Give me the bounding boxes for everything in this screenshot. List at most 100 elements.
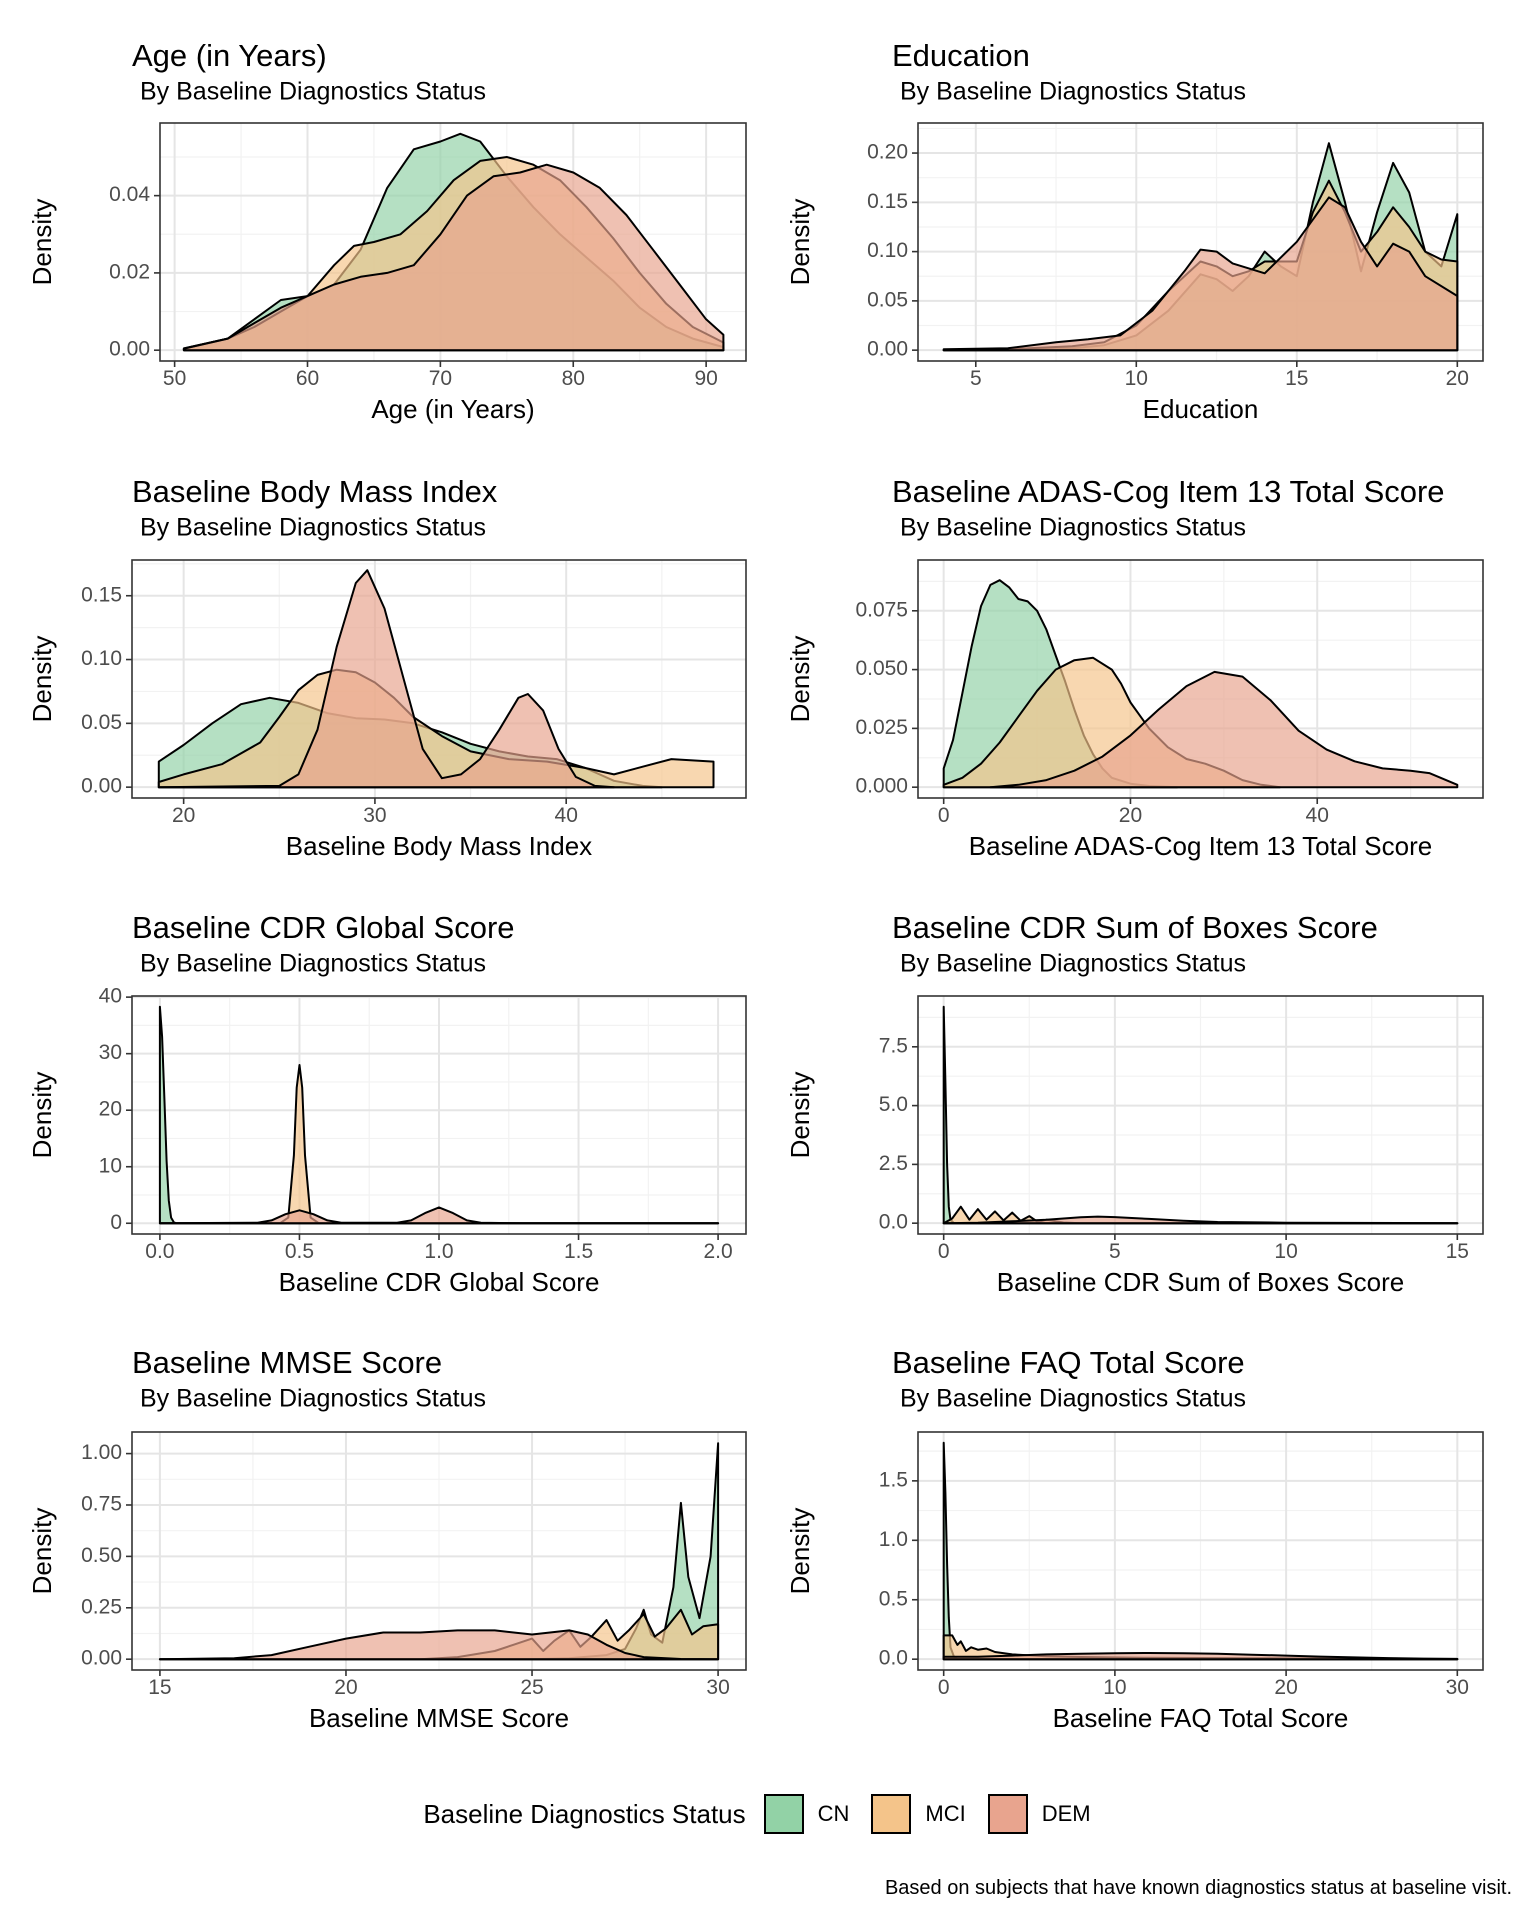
y-tick-label: 30 [99, 1041, 122, 1064]
y-tick-label: 0.50 [81, 1544, 122, 1567]
density-area-dem [157, 569, 615, 789]
y-axis-label: Density [27, 636, 57, 723]
y-tick-label: 0.075 [855, 598, 908, 621]
x-tick-label: 30 [706, 1676, 729, 1699]
chart-title: Baseline MMSE Score [132, 1345, 442, 1380]
chart-subtitle: By Baseline Diagnostics Status [140, 950, 486, 978]
y-tick-label: 0.20 [867, 141, 908, 164]
density-panel-5: Baseline CDR Global Score By Baseline Dia… [27, 910, 747, 1297]
y-axis-label: Density [785, 1072, 815, 1159]
x-tick-label: 0 [938, 1676, 950, 1699]
chart-title: Baseline CDR Sum of Boxes Score [892, 910, 1378, 945]
y-tick-label: 0.025 [855, 716, 908, 739]
y-tick-label: 0.02 [109, 260, 150, 283]
density-area-dem [942, 1215, 1459, 1225]
legend-item-cn: CN [763, 1794, 850, 1834]
density-panel-7: Baseline MMSE Score By Baseline Diagnosti… [27, 1345, 747, 1733]
x-tick-label: 0 [938, 1240, 950, 1263]
y-tick-label: 2.5 [879, 1152, 908, 1175]
chart-subtitle: By Baseline Diagnostics Status [140, 514, 486, 542]
y-tick-label: 0.0 [879, 1211, 908, 1234]
x-axis-label: Age (in Years) [371, 394, 534, 424]
x-tick-label: 15 [1285, 367, 1308, 390]
x-tick-label: 70 [429, 367, 452, 390]
x-tick-label: 50 [163, 367, 186, 390]
x-axis-label: Baseline FAQ Total Score [1053, 1703, 1349, 1733]
density-area-dem [942, 196, 1459, 352]
legend-title: Baseline Diagnostics Status [423, 1798, 746, 1829]
x-tick-label: 0.0 [145, 1240, 174, 1263]
x-tick-label: 10 [1103, 1676, 1126, 1699]
density-panel-3: Baseline Body Mass Index By Baseline Diag… [27, 474, 747, 861]
panel-border [131, 559, 747, 799]
panel-border [917, 1431, 1484, 1671]
y-tick-label: 0.15 [867, 190, 908, 213]
y-tick-label: 20 [99, 1098, 122, 1121]
density-area-dem [942, 1652, 1459, 1661]
chart-title: Education [892, 38, 1030, 73]
panel-border [917, 122, 1484, 362]
density-panel-6: Baseline CDR Sum of Boxes Score By Baseli… [785, 910, 1484, 1297]
x-axis-label: Baseline CDR Global Score [279, 1267, 600, 1297]
chart-title: Baseline ADAS-Cog Item 13 Total Score [892, 474, 1445, 509]
y-tick-label: 0 [110, 1211, 122, 1234]
chart-title: Baseline Body Mass Index [132, 474, 498, 509]
x-tick-label: 1.5 [564, 1240, 593, 1263]
x-tick-label: 5 [1109, 1240, 1121, 1263]
x-tick-label: 5 [970, 367, 982, 390]
x-axis-label: Education [1143, 394, 1259, 424]
density-panel-4: Baseline ADAS-Cog Item 13 Total Score By … [785, 474, 1484, 861]
density-area-dem [182, 163, 725, 352]
density-area-dem [158, 1629, 720, 1661]
y-tick-label: 1.5 [879, 1468, 908, 1491]
y-tick-label: 0.15 [81, 583, 122, 606]
legend-label-dem: DEM [1041, 1801, 1091, 1826]
x-axis-label: Baseline CDR Sum of Boxes Score [997, 1267, 1405, 1297]
y-tick-label: 0.00 [81, 775, 122, 798]
density-panel-8: Baseline FAQ Total Score By Baseline Diag… [785, 1345, 1484, 1733]
legend-label-mci: MCI [925, 1801, 966, 1826]
chart-subtitle: By Baseline Diagnostics Status [900, 514, 1246, 542]
panel-border [131, 1431, 747, 1671]
y-axis-label: Density [27, 199, 57, 286]
y-tick-label: 0.05 [81, 711, 122, 734]
density-panel-2: Education By Baseline Diagnostics Status 5… [785, 38, 1484, 424]
x-axis-label: Baseline ADAS-Cog Item 13 Total Score [969, 831, 1432, 861]
chart-title: Baseline CDR Global Score [132, 910, 515, 945]
density-area-dem [158, 1206, 720, 1225]
y-tick-label: 0.0 [879, 1647, 908, 1670]
y-tick-label: 0.00 [81, 1647, 122, 1670]
x-axis-label: Baseline MMSE Score [309, 1703, 569, 1733]
x-tick-label: 80 [562, 367, 585, 390]
x-tick-label: 15 [1446, 1240, 1469, 1263]
x-tick-label: 30 [1446, 1676, 1469, 1699]
y-tick-label: 0.04 [109, 183, 150, 206]
panel-border [159, 122, 747, 362]
panel-border [917, 995, 1484, 1235]
x-tick-label: 20 [1446, 367, 1469, 390]
y-tick-label: 0.00 [109, 338, 150, 361]
y-axis-label: Density [785, 1508, 815, 1595]
x-tick-label: 10 [1274, 1240, 1297, 1263]
legend-item-mci: MCI [871, 1794, 966, 1834]
chart-subtitle: By Baseline Diagnostics Status [140, 1385, 486, 1413]
y-tick-label: 5.0 [879, 1093, 908, 1116]
y-tick-label: 0.050 [855, 657, 908, 680]
y-tick-label: 0.05 [867, 288, 908, 311]
x-tick-label: 0 [938, 804, 950, 827]
caption: Based on subjects that have known diagno… [884, 1877, 1512, 1899]
y-tick-label: 40 [99, 985, 122, 1008]
x-tick-label: 20 [1274, 1676, 1297, 1699]
density-panel-1: Age (in Years) By Baseline Diagnostics St… [27, 38, 747, 424]
y-tick-label: 1.0 [879, 1528, 908, 1551]
x-tick-label: 40 [555, 804, 578, 827]
chart-subtitle: By Baseline Diagnostics Status [900, 950, 1246, 978]
chart-subtitle: By Baseline Diagnostics Status [140, 78, 486, 106]
x-tick-label: 20 [172, 804, 195, 827]
x-tick-label: 40 [1306, 804, 1329, 827]
y-axis-label: Density [785, 199, 815, 286]
y-tick-label: 0.5 [879, 1587, 908, 1610]
legend-key-cn [763, 1794, 804, 1834]
legend-label-cn: CN [817, 1801, 850, 1826]
